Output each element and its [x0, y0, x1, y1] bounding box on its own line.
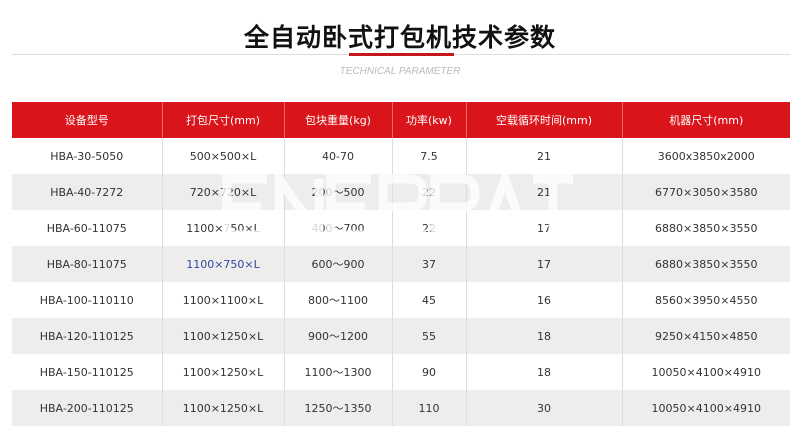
table-cell: 37: [392, 246, 467, 282]
table-cell: 1100×1100×L: [162, 282, 285, 318]
table-cell: 6880×3850×3550: [655, 221, 758, 235]
table-cell: 55: [392, 318, 467, 354]
table-cell: 600～900: [284, 246, 393, 282]
table-cell: HBA-120-110125: [12, 318, 163, 354]
table-row: HBA-120-110125 1100×1250×L 900～1200 55 18 925…: [12, 318, 790, 354]
table-cell: 16: [466, 282, 623, 318]
table-cell: 90: [392, 354, 467, 390]
table-cell: HBA-100-110110: [12, 282, 163, 318]
table-cell: 7.5: [392, 138, 467, 174]
table-cell: 1100×750×L: [162, 246, 285, 282]
table-cell: 6770×3050×3580: [622, 174, 790, 210]
table-cell: 18: [466, 318, 623, 354]
table-cell: 22: [392, 174, 467, 210]
table-cell: 17: [466, 246, 623, 282]
column-header: 包块重量(kg): [284, 102, 393, 138]
table-cell: 10050×4100×4910: [622, 390, 790, 426]
table-cell: 45: [392, 282, 467, 318]
table-cell: 110: [392, 390, 467, 426]
table-cell: 1100×1250×L: [162, 390, 285, 426]
table-cell: 17: [466, 210, 623, 246]
table-cell: 21: [466, 174, 623, 210]
table-cell: 720×720×L: [162, 174, 285, 210]
parameter-table: 设备型号 打包尺寸(mm) 包块重量(kg) 功率(kw) 空载循环时间(mm) 机器尺寸…: [12, 102, 790, 426]
accent-divider: [349, 53, 454, 56]
table-cell: 1100～1300: [284, 354, 393, 390]
subtitle: TECHNICAL PARAMETER: [339, 66, 461, 77]
table-cell: 10050×4100×4910: [651, 365, 761, 379]
table-row: HBA-80-11075 1100×750×L 600～900 37 17 6880×38…: [12, 246, 790, 282]
table-cell: 400～700: [284, 210, 393, 246]
table-cell: 800～1100: [284, 282, 393, 318]
table-cell: 22: [392, 210, 467, 246]
table-cell: 1100×1250×L: [162, 354, 285, 390]
table-cell: 1100×750×L: [162, 210, 285, 246]
table-cell: 1100×1250×L: [162, 318, 285, 354]
table-cell: 40-70: [284, 138, 393, 174]
column-header: 功率(kw): [392, 102, 467, 138]
table-cell: 8560×3950×4550: [655, 293, 758, 307]
column-header: 设备型号: [12, 102, 163, 138]
table-cell: 9250×4150×4850: [622, 318, 790, 354]
table-cell: 18: [466, 354, 623, 390]
table-row: HBA-60-11075 1100×750×L 400～700 22 17 6880×38…: [12, 210, 790, 246]
table-cell: 900～1200: [284, 318, 393, 354]
column-header: 打包尺寸(mm): [162, 102, 285, 138]
table-cell: HBA-60-11075: [12, 210, 163, 246]
column-header: 空载循环时间(mm): [466, 102, 623, 138]
header-row: 设备型号 打包尺寸(mm) 包块重量(kg) 功率(kw) 空载循环时间(mm) 机器尺寸…: [12, 102, 790, 138]
table-cell: HBA-150-110125: [12, 354, 163, 390]
table-row: HBA-40-7272 720×720×L 200～500 22 21 6770×3050…: [12, 174, 790, 210]
column-header: 机器尺寸(mm): [622, 102, 790, 138]
table-cell: HBA-30-5050: [12, 138, 163, 174]
table-cell: HBA-40-7272: [12, 174, 163, 210]
table-cell: 6880×3850×3550: [622, 246, 790, 282]
table-row: HBA-30-5050 500×500×L 40-70 7.5 21 3600x3850x…: [12, 138, 790, 174]
table-cell: 500×500×L: [162, 138, 285, 174]
table-cell: 1250～1350: [284, 390, 393, 426]
table-cell: HBA-80-11075: [12, 246, 163, 282]
table-row: HBA-150-110125 1100×1250×L 1100～1300 90 18 10…: [12, 354, 790, 390]
page-title: 全自动卧式打包机技术参数: [243, 23, 556, 52]
table-row: HBA-100-110110 1100×1100×L 800～1100 45 16 856…: [12, 282, 790, 318]
table-cell: 3600x3850x2000: [657, 149, 755, 163]
table-cell: HBA-200-110125: [12, 390, 163, 426]
table-cell: 200～500: [284, 174, 393, 210]
table-row: HBA-200-110125 1100×1250×L 1250～1350 110 30 1…: [12, 390, 790, 426]
table-cell: 30: [466, 390, 623, 426]
table-cell: 21: [466, 138, 623, 174]
